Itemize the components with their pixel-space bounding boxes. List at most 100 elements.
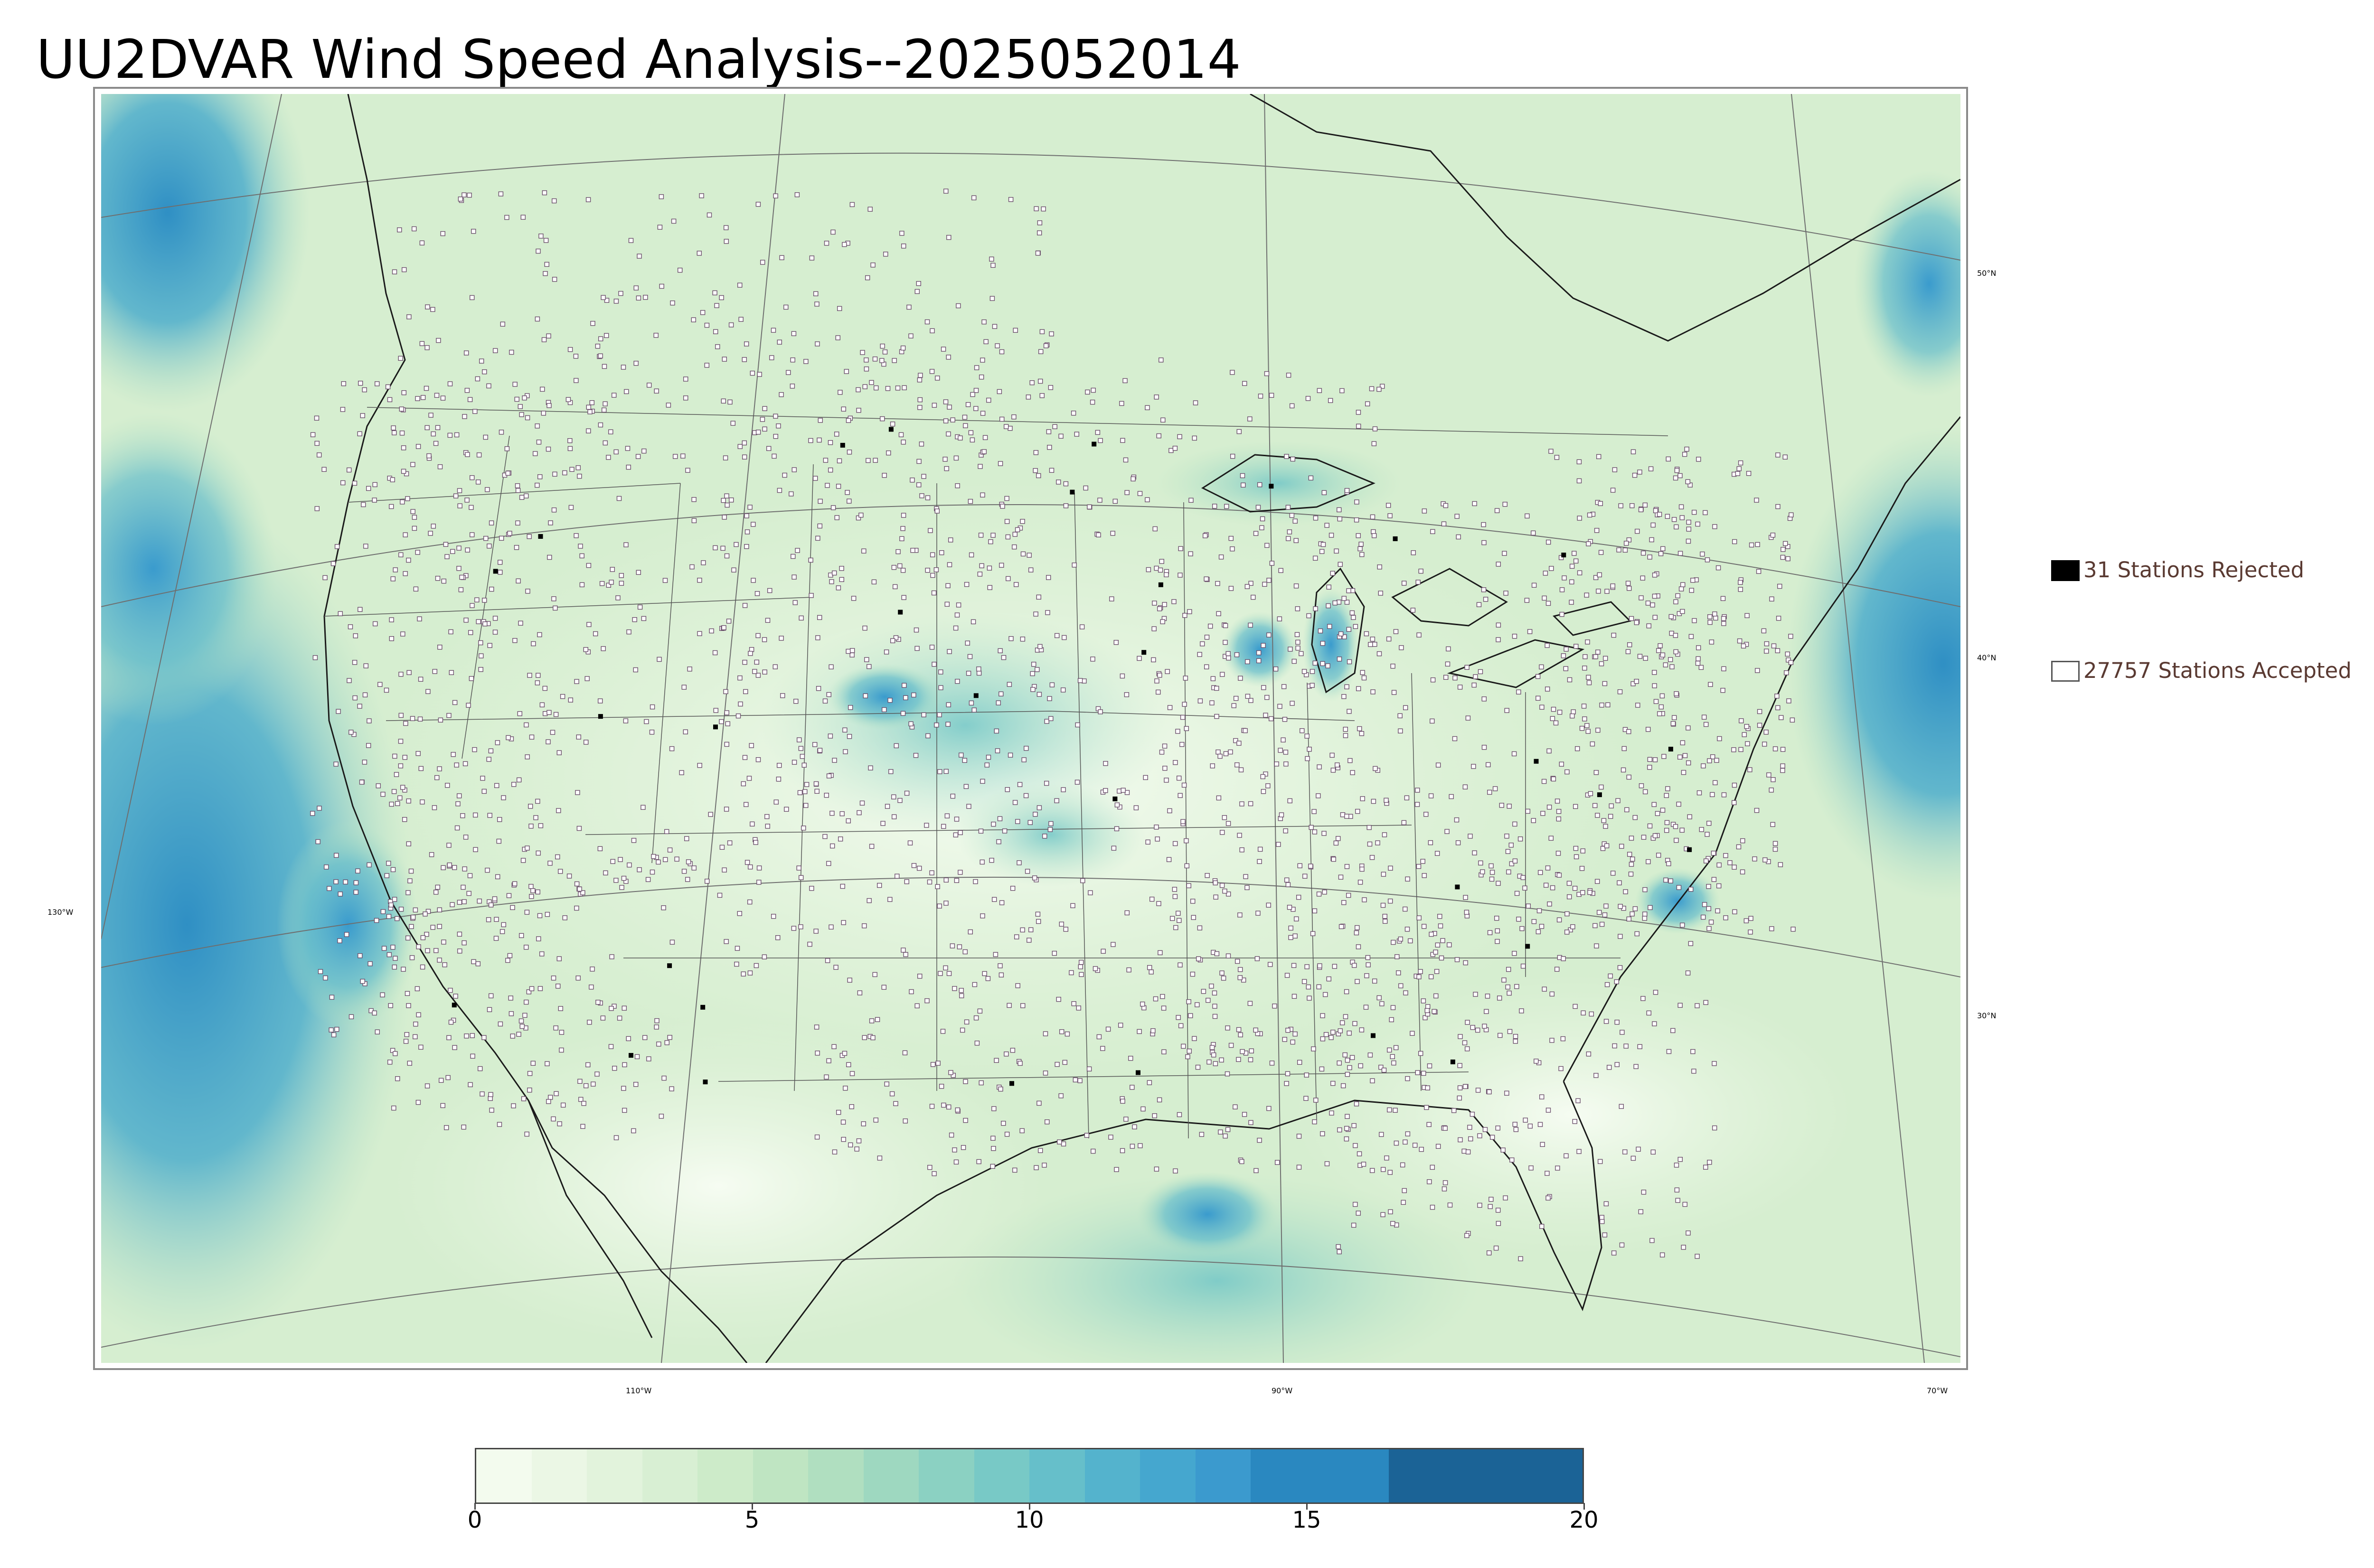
station-accepted-marker xyxy=(506,735,511,741)
station-accepted-marker xyxy=(610,567,615,572)
station-accepted-marker xyxy=(562,470,567,476)
station-accepted-marker xyxy=(1130,1144,1135,1149)
station-accepted-marker xyxy=(1180,714,1186,720)
station-accepted-marker xyxy=(1594,943,1599,948)
station-accepted-marker xyxy=(485,487,490,492)
station-accepted-marker xyxy=(548,520,553,526)
station-accepted-marker xyxy=(1496,881,1501,886)
station-accepted-marker xyxy=(1680,740,1686,745)
station-accepted-marker xyxy=(938,971,943,976)
station-accepted-marker xyxy=(1206,997,1211,1003)
station-accepted-marker xyxy=(1351,1123,1357,1128)
station-accepted-marker xyxy=(1771,777,1776,782)
station-accepted-marker xyxy=(1418,969,1423,974)
station-accepted-marker xyxy=(872,357,878,362)
station-accepted-marker xyxy=(1487,789,1492,795)
station-accepted-marker xyxy=(1030,671,1035,676)
station-accepted-marker xyxy=(489,993,494,998)
station-accepted-marker xyxy=(924,998,930,1004)
station-accepted-marker xyxy=(1317,963,1322,968)
station-accepted-marker xyxy=(1454,514,1460,519)
station-accepted-marker xyxy=(1735,471,1741,476)
station-accepted-marker xyxy=(1043,1031,1048,1036)
station-accepted-marker xyxy=(725,502,730,508)
station-accepted-marker xyxy=(1239,1159,1244,1164)
station-accepted-marker xyxy=(899,536,904,541)
station-accepted-marker xyxy=(1772,746,1778,751)
station-accepted-marker xyxy=(1347,758,1353,763)
station-accepted-marker xyxy=(390,1048,396,1053)
station-accepted-marker xyxy=(1495,928,1500,934)
station-accepted-marker xyxy=(1037,378,1043,384)
station-accepted-marker xyxy=(841,1136,846,1142)
station-accepted-marker xyxy=(980,357,985,363)
station-accepted-marker xyxy=(697,631,702,636)
station-accepted-marker xyxy=(1349,610,1355,616)
station-accepted-marker xyxy=(554,1091,559,1097)
station-accepted-marker xyxy=(950,793,956,799)
station-accepted-marker xyxy=(1637,654,1643,659)
station-accepted-marker xyxy=(1642,916,1648,921)
station-accepted-marker xyxy=(1487,1089,1492,1095)
station-accepted-marker xyxy=(1341,900,1347,905)
station-accepted-marker xyxy=(551,975,556,981)
station-accepted-marker xyxy=(1416,632,1422,638)
station-accepted-marker xyxy=(1069,970,1074,976)
station-accepted-marker xyxy=(634,1054,640,1060)
station-accepted-marker xyxy=(1262,582,1267,587)
station-accepted-marker xyxy=(734,542,739,547)
station-accepted-marker xyxy=(1120,673,1125,679)
station-accepted-marker xyxy=(1739,718,1744,723)
station-accepted-marker xyxy=(515,488,521,493)
station-accepted-marker xyxy=(939,1084,944,1089)
station-accepted-marker xyxy=(1248,1057,1253,1062)
station-accepted-marker xyxy=(1371,441,1377,446)
station-accepted-marker xyxy=(476,619,481,624)
station-accepted-marker xyxy=(825,958,830,963)
station-accepted-marker xyxy=(1216,795,1222,801)
station-accepted-marker xyxy=(1430,677,1436,683)
station-accepted-marker xyxy=(1273,666,1279,672)
station-accepted-marker xyxy=(990,533,996,538)
station-accepted-marker xyxy=(1183,676,1188,681)
station-accepted-marker xyxy=(1780,768,1785,773)
station-accepted-marker xyxy=(854,1146,859,1152)
station-accepted-marker xyxy=(1418,1051,1423,1056)
station-accepted-marker xyxy=(1234,958,1240,964)
station-accepted-marker xyxy=(1057,1139,1062,1145)
station-accepted-marker xyxy=(497,817,502,822)
station-accepted-marker xyxy=(623,718,629,723)
wind-speed-map[interactable] xyxy=(101,94,1960,1363)
station-accepted-marker xyxy=(1213,1061,1218,1066)
station-accepted-marker xyxy=(403,532,408,537)
station-accepted-marker xyxy=(476,452,482,458)
station-accepted-marker xyxy=(1307,746,1312,752)
station-rejected-marker xyxy=(1455,884,1460,890)
station-accepted-marker xyxy=(1685,970,1691,976)
station-accepted-marker xyxy=(1647,757,1653,762)
station-accepted-marker xyxy=(1451,1108,1457,1113)
station-accepted-marker xyxy=(943,399,949,404)
station-accepted-marker xyxy=(927,879,933,885)
station-accepted-marker xyxy=(1308,475,1314,481)
station-accepted-marker xyxy=(392,897,397,902)
station-accepted-marker xyxy=(433,441,439,446)
station-accepted-marker xyxy=(1012,544,1017,550)
station-accepted-marker xyxy=(1587,890,1592,895)
station-accepted-marker xyxy=(826,1058,831,1063)
station-accepted-marker xyxy=(1328,533,1334,538)
station-accepted-marker xyxy=(367,961,373,967)
station-accepted-marker xyxy=(444,554,450,559)
station-accepted-marker xyxy=(330,561,336,566)
station-accepted-marker xyxy=(1634,678,1639,684)
station-accepted-marker xyxy=(1324,523,1329,528)
station-accepted-marker xyxy=(1559,761,1564,767)
station-accepted-marker xyxy=(1004,1051,1009,1057)
station-accepted-marker xyxy=(1019,1128,1025,1134)
station-accepted-marker xyxy=(1743,918,1749,923)
station-accepted-marker xyxy=(1652,757,1658,762)
station-accepted-marker xyxy=(1617,689,1623,695)
station-rejected-marker xyxy=(538,534,543,539)
station-accepted-marker xyxy=(1505,849,1511,854)
station-accepted-marker xyxy=(687,667,692,672)
